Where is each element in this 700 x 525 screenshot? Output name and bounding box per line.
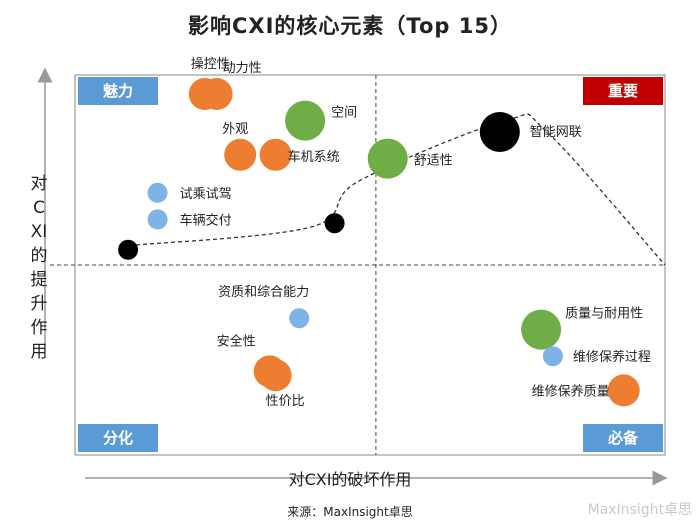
- x-axis-label: 对CXI的破坏作用: [288, 470, 412, 489]
- chart-title: 影响CXI的核心元素（Top 15）: [188, 14, 512, 38]
- data-point: [259, 138, 292, 171]
- data-point: [200, 78, 233, 110]
- data-point-label: 维修保养过程: [573, 349, 651, 365]
- data-point: [118, 239, 139, 260]
- data-point-label: 操控性: [191, 56, 230, 72]
- data-point-label: 资质和综合能力: [218, 285, 309, 300]
- data-point-label: 舒适性: [414, 154, 453, 169]
- data-point: [285, 100, 326, 141]
- data-point: [147, 182, 168, 203]
- data-point: [479, 112, 520, 152]
- trend-curve: [122, 113, 666, 266]
- data-point-label: 安全性: [217, 333, 256, 349]
- data-point: [521, 309, 562, 350]
- data-point: [324, 213, 345, 234]
- data-point-label: 试乘试驾: [180, 187, 232, 202]
- quadrant-label-differentiation: 分化: [78, 424, 158, 452]
- quadrant-label-charm: 魅力: [78, 77, 158, 105]
- data-point-label: 性价比: [266, 394, 305, 409]
- data-point-label: 质量与耐用性: [565, 307, 643, 322]
- data-point-label: 维修保养质量: [532, 383, 610, 399]
- data-point-label: 车机系统: [288, 149, 340, 165]
- data-point: [259, 359, 292, 392]
- data-point-label: 智能网联: [530, 125, 582, 140]
- data-point-label: 外观: [222, 122, 248, 137]
- data-point: [289, 308, 310, 329]
- data-point-label: 车辆交付: [180, 212, 232, 228]
- data-point: [147, 209, 168, 230]
- watermark: MaxInsight卓思: [587, 502, 692, 518]
- data-point: [542, 346, 563, 367]
- data-point: [224, 138, 257, 171]
- source-note: 来源：MaxInsight卓思: [287, 505, 413, 519]
- data-point: [607, 374, 640, 407]
- y-axis-label: 对CXI的提升作用: [30, 174, 48, 362]
- points-layer: [118, 78, 640, 407]
- data-point-label: 动力性: [223, 61, 262, 76]
- quadrant-label-important: 重要: [583, 77, 663, 105]
- quadrant-label-essential: 必备: [583, 424, 663, 452]
- data-point-label: 空间: [331, 106, 357, 121]
- data-point: [367, 138, 408, 179]
